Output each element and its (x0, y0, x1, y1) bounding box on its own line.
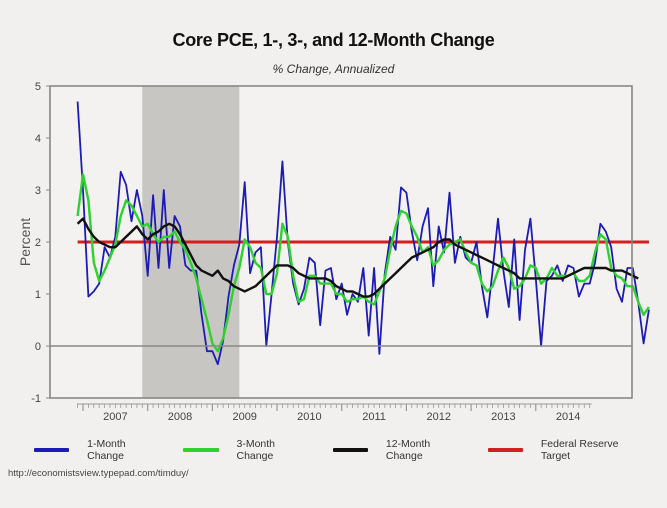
series-12-month (76, 217, 639, 298)
x-tick-label: 2008 (168, 411, 192, 423)
legend-swatch-fed-target (487, 448, 523, 452)
source-link[interactable]: http://economistsview.typepad.com/timduy… (8, 468, 189, 479)
legend-swatch-3-month (183, 448, 219, 452)
chart-title: Core PCE, 1-, 3-, and 12-Month Change (172, 30, 495, 50)
legend-item-12-month: 12-Month Change (332, 438, 466, 462)
x-tick-label: 2014 (556, 411, 580, 423)
y-tick-label: 3 (35, 185, 41, 197)
legend-label-12-month: 12-Month Change (385, 438, 431, 462)
x-tick-label: 2013 (491, 411, 515, 423)
legend-item-1-month: 1-Month Change (34, 438, 161, 462)
x-tick-label: 2009 (232, 411, 256, 423)
chart-subtitle: % Change, Annualized (272, 62, 395, 76)
legend-swatch-12-month (332, 448, 368, 452)
legend: 1-Month Change 3-Month Change 12-Month C… (34, 438, 667, 462)
y-tick-label: 0 (35, 341, 41, 353)
x-tick-label: 2010 (297, 411, 321, 423)
legend-swatch-1-month (34, 448, 70, 452)
legend-label-3-month: 3-Month Change (236, 438, 276, 462)
y-tick-label: 5 (35, 81, 41, 93)
y-tick-label: 4 (35, 133, 41, 145)
x-tick-label: 2011 (362, 411, 386, 423)
legend-label-1-month: 1-Month Change (87, 438, 126, 462)
legend-label-fed-target: Federal Reserve Target (540, 438, 619, 462)
y-tick-label: 2 (35, 237, 41, 249)
legend-item-3-month: 3-Month Change (183, 438, 310, 462)
x-tick-label: 2007 (103, 411, 127, 423)
y-tick-label: 1 (35, 289, 41, 301)
x-tick-label: 2012 (426, 411, 450, 423)
chart-plot: -1 0 1 2 3 4 5 2007 2008 2009 2010 2011 2012 2013 2014… (17, 81, 650, 423)
legend-item-fed-target: Federal Reserve Target (487, 438, 645, 462)
y-tick-label: -1 (31, 393, 41, 405)
y-axis-label: Percent (17, 218, 33, 266)
